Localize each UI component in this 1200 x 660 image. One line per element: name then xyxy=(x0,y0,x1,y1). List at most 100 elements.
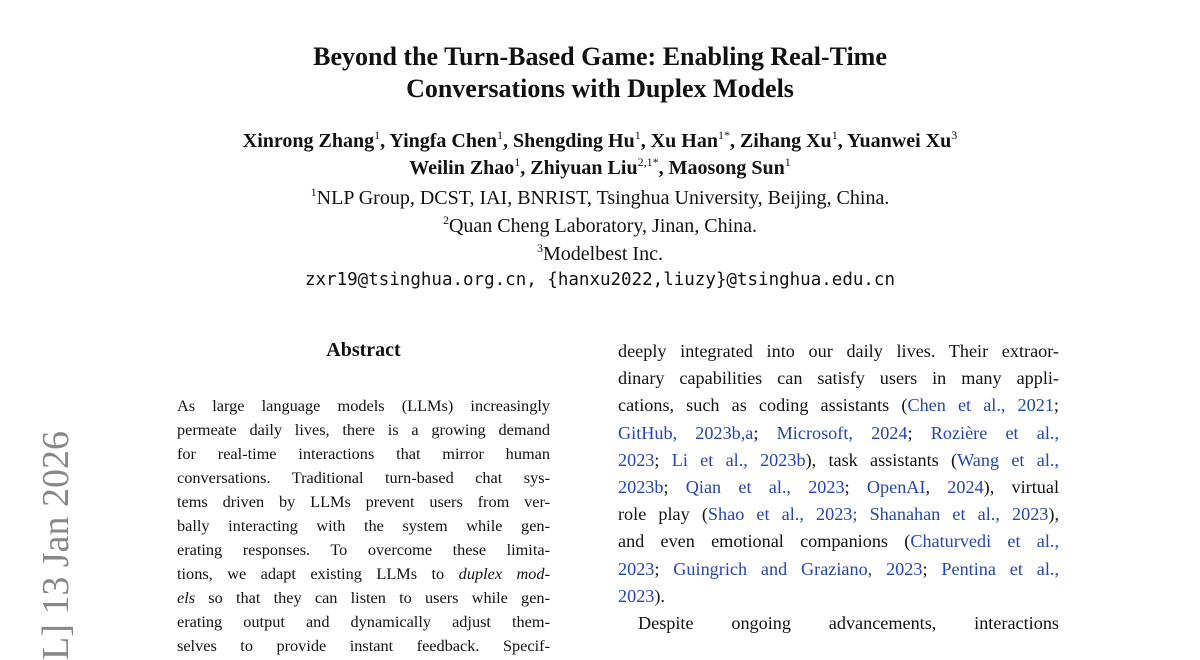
text-run: ; xyxy=(663,476,686,497)
author-affiliation-mark: 1* xyxy=(717,128,730,142)
citation-link[interactable]: Guingrich and Graziano, 2023 xyxy=(673,558,923,579)
text-run: tems driven by LLMs prevent users from v… xyxy=(177,492,550,511)
text-line: 2023). xyxy=(618,583,1059,610)
email: zxr19@tsinghua.org.cn, {hanxu2022,liuzy}… xyxy=(304,270,895,290)
text-run: bally interacting with the system while … xyxy=(177,516,550,535)
affiliation: 3Modelbest Inc. xyxy=(0,240,1200,268)
text-run: ), xyxy=(1048,504,1059,525)
text-run: ; xyxy=(844,476,867,497)
citation-link[interactable]: Rozière et al., xyxy=(930,422,1059,443)
text-line: As large language models (LLMs) increasi… xyxy=(177,394,550,418)
citation-link[interactable]: Li et al., 2023b xyxy=(671,449,806,470)
affiliation-mark: 1 xyxy=(310,185,317,199)
affiliation-mark: 3 xyxy=(537,241,543,255)
author-affiliation-mark: 1 xyxy=(831,128,838,142)
citation-link[interactable]: Chaturvedi et al., xyxy=(910,531,1059,552)
text-run: selves to provide instant feedback. Spec… xyxy=(177,636,550,655)
author-affiliation-mark: 1 xyxy=(496,128,503,142)
affiliation-text: NLP Group, DCST, IAI, BNRIST, Tsinghua U… xyxy=(316,187,890,209)
text-run: for real-time interactions that mirror h… xyxy=(177,444,550,463)
author-line: Xinrong Zhang1, Yingfa Chen1, Shengding … xyxy=(0,128,1200,155)
affiliation: 2Quan Cheng Laboratory, Jinan, China. xyxy=(0,212,1200,240)
citation-link[interactable]: OpenAI xyxy=(866,476,926,497)
citation-link[interactable]: 2023b xyxy=(618,476,664,497)
text-run: cations, such as coding assistants ( xyxy=(618,395,908,416)
text-run: ; xyxy=(922,558,942,579)
author-affiliation-mark: 1 xyxy=(374,128,381,142)
text-line: 2023; Guingrich and Graziano, 2023; Pent… xyxy=(618,556,1059,583)
text-line: and even emotional companions (Chaturved… xyxy=(618,528,1059,555)
text-run: role play ( xyxy=(618,504,708,525)
text-run: so that they can listen to users while g… xyxy=(195,588,550,607)
text-line: cations, such as coding assistants (Chen… xyxy=(618,392,1059,419)
text-run: tions, we adapt existing LLMs to xyxy=(177,564,459,583)
author-line: Weilin Zhao1, Zhiyuan Liu2,1*, Maosong S… xyxy=(0,155,1200,182)
citation-link[interactable]: Shao et al., 2023; Shanahan et al., 2023 xyxy=(707,504,1049,525)
citation-link[interactable]: Chen et al., 2021 xyxy=(907,395,1054,416)
abstract-heading: Abstract xyxy=(326,339,401,361)
text-run: ), task assistants ( xyxy=(805,449,958,470)
affiliation-text: Quan Cheng Laboratory, Jinan, China. xyxy=(448,215,758,237)
author-name: , Yingfa Chen xyxy=(380,130,497,152)
author-affiliation-mark: 1 xyxy=(784,155,791,169)
citation-link[interactable]: Qian et al., 2023 xyxy=(685,476,845,497)
author-name: , Yuanwei Xu xyxy=(837,130,952,152)
citation-link[interactable]: Microsoft, 2024 xyxy=(776,422,908,443)
text-line: selves to provide instant feedback. Spec… xyxy=(177,634,550,658)
arxiv-stamp: L] 13 Jan 2026 xyxy=(35,430,77,660)
text-line: 2023b; Qian et al., 2023; OpenAI, 2024),… xyxy=(618,474,1059,501)
affiliation-mark: 2 xyxy=(442,213,449,227)
author-name: , Maosong Sun xyxy=(658,157,785,179)
abstract-column: Abstract As large language models (LLMs)… xyxy=(177,336,550,658)
affiliation: 1NLP Group, DCST, IAI, BNRIST, Tsinghua … xyxy=(0,184,1200,212)
citation-link[interactable]: 2024 xyxy=(947,476,984,497)
italic-run: els xyxy=(177,588,196,607)
text-run: ; xyxy=(907,422,931,443)
text-line: tems driven by LLMs prevent users from v… xyxy=(177,490,550,514)
citation-link[interactable]: 2023 xyxy=(618,558,655,579)
text-line: els so that they can listen to users whi… xyxy=(177,586,550,610)
text-line: deeply integrated into our daily lives. … xyxy=(618,338,1059,365)
text-line: Despite ongoing advancements, interactio… xyxy=(618,610,1059,637)
title-line: Beyond the Turn-Based Game: Enabling Rea… xyxy=(313,42,887,71)
author-affiliation-mark: 1 xyxy=(514,155,521,169)
text-run: dinary capabilities can satisfy users in… xyxy=(618,368,1059,389)
text-run: , xyxy=(925,476,948,497)
author-name: Xinrong Zhang xyxy=(242,130,375,152)
text-line: tions, we adapt existing LLMs to duplex … xyxy=(177,562,550,586)
text-line: conversations. Traditional turn-based ch… xyxy=(177,466,550,490)
title-line: Conversations with Duplex Models xyxy=(406,74,794,103)
citation-link[interactable]: Pentina et al., xyxy=(941,558,1059,579)
author-name: , Zhiyuan Liu xyxy=(520,157,638,179)
text-run: permeate daily lives, there is a growing… xyxy=(177,420,550,439)
text-run: and even emotional companions ( xyxy=(618,531,911,552)
text-line: erating responses. To overcome these lim… xyxy=(177,538,550,562)
text-run: ; xyxy=(1053,395,1059,416)
text-line: 2023; Li et al., 2023b), task assistants… xyxy=(618,447,1059,474)
text-run: ), virtual xyxy=(983,476,1059,497)
text-run: Despite ongoing advancements, interactio… xyxy=(638,612,1059,633)
author-affiliation-mark: 3 xyxy=(951,128,958,142)
text-line: bally interacting with the system while … xyxy=(177,514,550,538)
author-name: , Zihang Xu xyxy=(729,130,832,152)
italic-run: duplex mod- xyxy=(458,564,550,583)
text-run: erating responses. To overcome these lim… xyxy=(177,540,550,559)
affiliation-text: Modelbest Inc. xyxy=(543,243,663,265)
text-run: ; xyxy=(654,449,672,470)
text-line: dinary capabilities can satisfy users in… xyxy=(618,365,1059,392)
author-name: , Shengding Hu xyxy=(502,130,635,152)
citation-link[interactable]: GitHub, 2023b,a xyxy=(618,422,754,443)
text-run: erating output and dynamically adjust th… xyxy=(177,612,550,631)
author-name: , Xu Han xyxy=(640,130,718,152)
text-line: for real-time interactions that mirror h… xyxy=(177,442,550,466)
text-run: ; xyxy=(654,558,674,579)
author-affiliation-mark: 2,1* xyxy=(637,155,659,169)
citation-link[interactable]: 2023 xyxy=(618,585,655,606)
text-line: erating output and dynamically adjust th… xyxy=(177,610,550,634)
author-affiliation-mark: 1 xyxy=(634,128,641,142)
citation-link[interactable]: Wang et al., xyxy=(957,449,1059,470)
citation-link[interactable]: 2023 xyxy=(618,449,655,470)
text-line: role play (Shao et al., 2023; Shanahan e… xyxy=(618,501,1059,528)
text-line: GitHub, 2023b,a; Microsoft, 2024; Rozièr… xyxy=(618,420,1059,447)
